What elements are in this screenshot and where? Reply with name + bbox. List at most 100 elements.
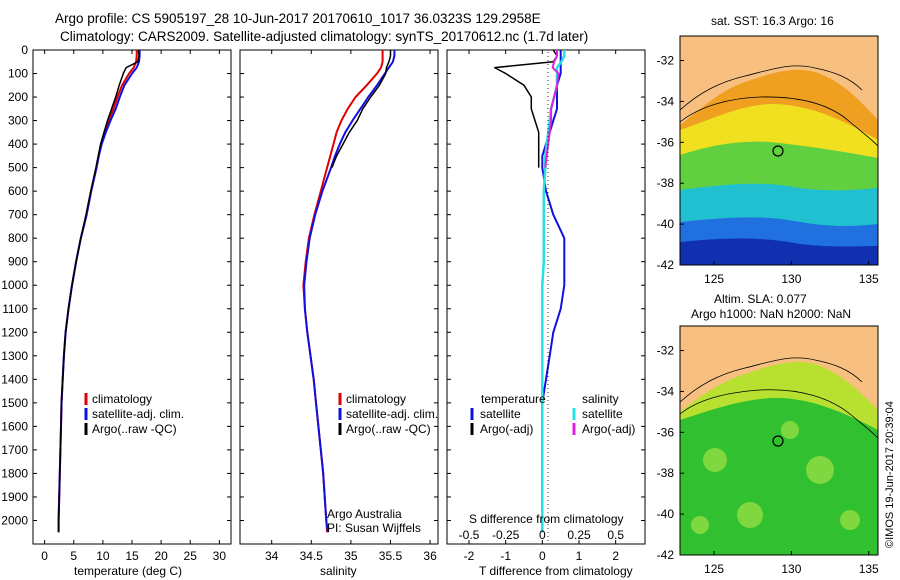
- depth-tick-label: 300: [8, 114, 28, 128]
- map-y-tick-label: -34: [657, 384, 675, 398]
- map-x-tick-label: 135: [859, 272, 879, 286]
- difference-legend: temperature salinity satellite Argo(-adj…: [470, 392, 635, 436]
- sst-contour: [680, 96, 878, 147]
- legend-s-argo-label: Argo(-adj): [582, 422, 635, 436]
- legend-climatology-label: climatology: [92, 392, 152, 406]
- credit-line-2: PI: Susan Wijffels: [327, 521, 421, 535]
- map-y-tick-label: -32: [657, 344, 675, 358]
- x-tick-label: 10: [96, 549, 110, 563]
- temperature-x-ticks: 0 5 10 15 20 25 30: [41, 50, 226, 563]
- legend-s-satellite-label: satellite: [582, 407, 623, 421]
- series-line-argo-raw-qc-: [331, 50, 392, 168]
- x-tick-label: 30: [213, 549, 227, 563]
- depth-tick-label: 100: [8, 67, 28, 81]
- depth-tick-label: 400: [8, 137, 28, 151]
- sla-map-ticks: 125 130 135 -32 -34 -36 -38 -40 -42: [657, 344, 879, 576]
- sla-map: Altim. SLA: 0.077 Argo h1000: NaN h2000:…: [657, 292, 879, 576]
- s-tick-label: -0.5: [459, 528, 480, 542]
- map-y-tick-label: -36: [657, 425, 675, 439]
- x-tick-label: 15: [125, 549, 139, 563]
- header-line-2: Climatology: CARS2009. Satellite-adjuste…: [60, 29, 589, 44]
- depth-tick-label: 1900: [1, 490, 28, 504]
- series-line-argo-raw-qc-: [57, 49, 140, 533]
- temperature-panel-frame: [32, 49, 232, 545]
- salinity-series: [302, 50, 396, 533]
- s-tick-label: -0.25: [492, 528, 520, 542]
- legend-temperature-head: temperature: [481, 392, 546, 406]
- difference-panel-frame: [446, 49, 646, 545]
- depth-tick-label: 1100: [2, 302, 28, 316]
- x-tick-label: 34: [265, 549, 279, 563]
- sst-coastline: [680, 65, 863, 111]
- depth-tick-label: 2000: [1, 513, 28, 527]
- depth-tick-label: 1400: [1, 372, 28, 386]
- difference-series: [493, 49, 566, 533]
- s-tick-label: 0: [539, 528, 546, 542]
- sst-map-title: sat. SST: 16.3 Argo: 16: [711, 14, 834, 28]
- map-x-tick-label: 125: [704, 272, 724, 286]
- sla-map-title-1: Altim. SLA: 0.077: [714, 292, 807, 306]
- depth-tick-label: 700: [8, 208, 28, 222]
- depth-tick-label: 1700: [1, 443, 28, 457]
- s-difference-axis-title: S difference from climatology: [469, 512, 624, 526]
- temperature-axis-title: temperature (deg C): [74, 564, 182, 578]
- credit-line-1: Argo Australia: [327, 507, 402, 521]
- map-x-tick-label: 130: [781, 562, 801, 576]
- header-line-1: Argo profile: CS 5905197_28 10-Jun-2017 …: [55, 11, 541, 26]
- depth-tick-label: 500: [8, 161, 28, 175]
- depth-tick-label: 200: [8, 90, 28, 104]
- x-tick-label: 20: [154, 549, 168, 563]
- sst-map-ticks: 125 130 135 -32 -34 -36 -38 -40 -42: [657, 54, 879, 286]
- difference-x-ticks: -2 -1 0 1 2: [464, 50, 619, 563]
- legend-argo-label: Argo(..raw -QC): [92, 422, 177, 436]
- depth-tick-label: 800: [8, 231, 28, 245]
- x-tick-label: 34.5: [300, 549, 324, 563]
- depth-tick-label: 1000: [1, 278, 28, 292]
- series-line-temperature-satellite: [541, 50, 566, 533]
- temperature-legend: climatology satellite-adj. clim. Argo(..…: [84, 392, 184, 436]
- depth-tick-label: 900: [8, 255, 28, 269]
- sst-map: sat. SST: 16.3 Argo: 16 125 130 135 -32 -34 -…: [657, 14, 879, 286]
- x-tick-label: 0: [539, 549, 546, 563]
- map-y-tick-label: -38: [657, 466, 675, 480]
- salinity-panel-frame: [239, 49, 439, 545]
- x-tick-label: 5: [70, 549, 77, 563]
- legend-t-argo-label: Argo(-adj): [480, 422, 533, 436]
- legend-salinity-head: salinity: [582, 392, 619, 406]
- depth-axis-ticks: 0 100 200 300 400 500 600 700 800 900 1000 1100 1200…: [1, 43, 645, 527]
- x-tick-label: 36: [423, 549, 437, 563]
- map-x-tick-label: 135: [859, 562, 879, 576]
- depth-tick-label: 1600: [1, 419, 28, 433]
- depth-tick-label: 1800: [1, 466, 28, 480]
- map-y-tick-label: -34: [657, 94, 675, 108]
- x-tick-label: -1: [500, 549, 511, 563]
- legend-climatology-label: climatology: [346, 392, 406, 406]
- map-y-tick-label: -40: [657, 217, 675, 231]
- map-x-tick-label: 130: [781, 272, 801, 286]
- map-y-tick-label: -42: [657, 258, 675, 272]
- sla-coastline: [680, 357, 863, 403]
- depth-tick-label: 1500: [1, 396, 28, 410]
- depth-tick-label: 1200: [1, 325, 28, 339]
- x-tick-label: 35: [344, 549, 358, 563]
- s-difference-ticks: -0.5 -0.25 0 0.25 0.5: [459, 528, 625, 542]
- map-y-tick-label: -32: [657, 54, 675, 68]
- legend-argo-label: Argo(..raw -QC): [346, 422, 431, 436]
- t-difference-axis-title: T difference from climatology: [479, 564, 633, 578]
- salinity-x-ticks: 34 34.5 35 35.5 36: [265, 50, 437, 563]
- sla-contour: [680, 389, 878, 439]
- salinity-axis-title: salinity: [320, 564, 357, 578]
- sla-float-marker: [772, 435, 784, 447]
- x-tick-label: 2: [612, 549, 619, 563]
- depth-tick-label: 1300: [1, 349, 28, 363]
- x-tick-label: -2: [464, 549, 475, 563]
- salinity-legend: climatology satellite-adj. clim. Argo(..…: [338, 392, 438, 436]
- legend-t-satellite-label: satellite: [480, 407, 521, 421]
- sst-float-marker: [772, 145, 784, 157]
- x-tick-label: 25: [184, 549, 198, 563]
- x-tick-label: 0: [41, 549, 48, 563]
- temperature-series: [57, 49, 141, 533]
- x-tick-label: 1: [576, 549, 583, 563]
- s-tick-label: 0.25: [567, 528, 591, 542]
